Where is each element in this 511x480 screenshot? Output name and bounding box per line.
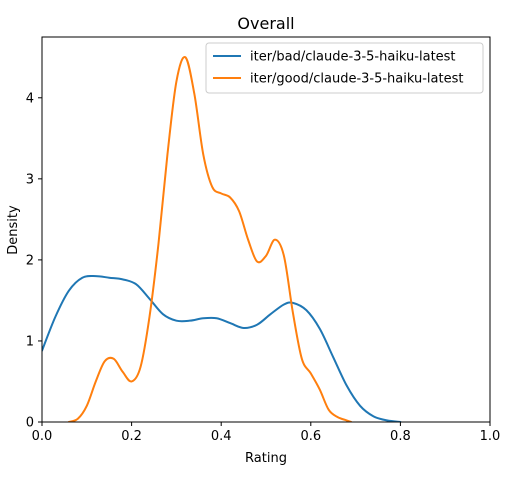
y-tick-label: 2: [26, 253, 34, 268]
y-tick-label: 4: [26, 91, 34, 106]
chart-title: Overall: [237, 14, 294, 33]
y-tick-label: 0: [26, 416, 34, 431]
legend-label: iter/good/claude-3-5-haiku-latest: [250, 72, 463, 87]
series-lines: [42, 56, 402, 422]
plot-area-frame: [41, 36, 491, 423]
legend-label: iter/bad/claude-3-5-haiku-latest: [250, 50, 456, 65]
x-tick-label: 0.6: [300, 429, 321, 444]
x-tick-label: 0.8: [390, 429, 411, 444]
legend: iter/bad/claude-3-5-haiku-latest iter/goo…: [205, 42, 484, 94]
x-tick-label: 0.2: [121, 429, 142, 444]
legend-box: [205, 42, 484, 94]
x-tick-label: 0.4: [211, 429, 232, 444]
x-axis-label: Rating: [245, 451, 287, 466]
x-tick-label: 1.0: [480, 429, 501, 444]
x-tick-label: 0.0: [32, 429, 53, 444]
y-tick-label: 1: [26, 334, 34, 349]
x-axis-ticks: 0.0 0.2 0.4 0.6 0.8 1.0: [32, 422, 501, 444]
y-axis-label: Density: [6, 205, 21, 255]
series-line-bad: [42, 274, 402, 422]
y-axis-ticks: 0 1 2 3 4: [26, 91, 42, 431]
y-tick-label: 3: [26, 172, 34, 187]
series-line-good: [67, 56, 353, 422]
